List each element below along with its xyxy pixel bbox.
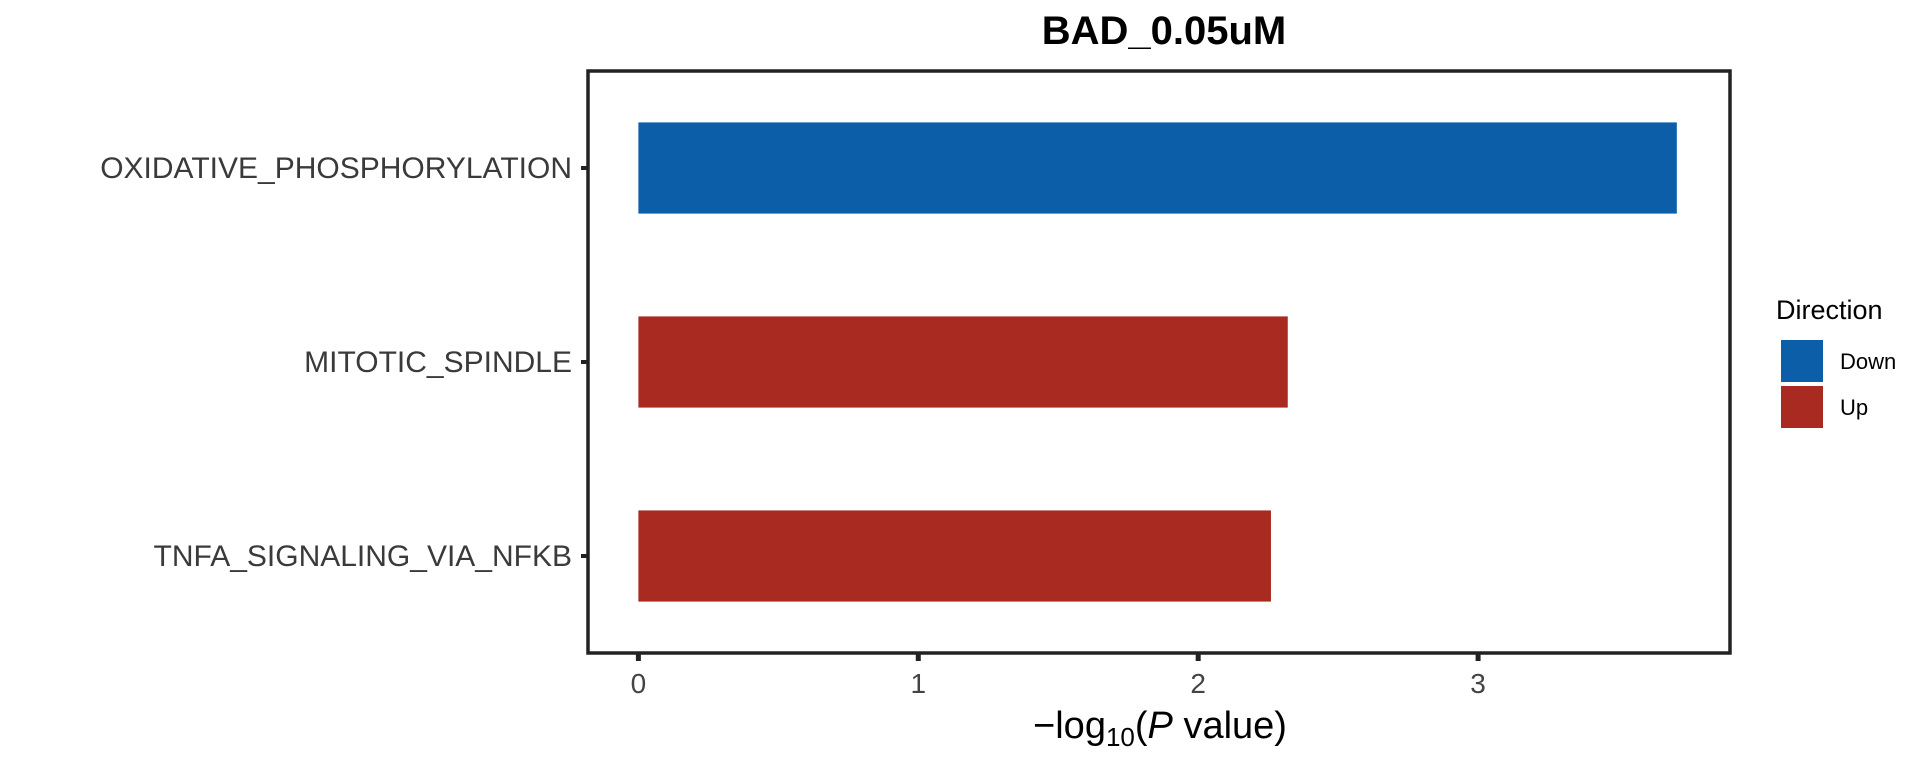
x-tick-label: 3 [1470, 668, 1486, 699]
bar [638, 316, 1288, 408]
chart-title: BAD_0.05uM [1042, 9, 1287, 53]
legend-swatch [1781, 386, 1823, 428]
legend-label: Down [1840, 349, 1896, 374]
legend-label: Up [1840, 395, 1868, 420]
legend-entries: Down Up [1781, 340, 1896, 428]
y-tick-label: OXIDATIVE_PHOSPHORYLATION [100, 152, 572, 185]
bars-layer [638, 122, 1677, 602]
bar [638, 510, 1271, 602]
x-axis-title-suffix: value) [1173, 705, 1287, 747]
x-tick-label: 0 [631, 668, 647, 699]
y-tick-label: TNFA_SIGNALING_VIA_NFKB [154, 540, 572, 573]
legend-swatch [1781, 340, 1823, 382]
x-tick-label: 2 [1190, 668, 1206, 699]
x-axis-title-prefix: −log [1033, 705, 1106, 747]
y-tick-label: MITOTIC_SPINDLE [304, 346, 572, 379]
y-axis: OXIDATIVE_PHOSPHORYLATION MITOTIC_SPINDLE… [100, 152, 588, 573]
bar [638, 122, 1677, 214]
legend: Direction Down Up [1776, 295, 1896, 428]
x-axis-title-open: ( [1135, 705, 1148, 747]
x-axis-title-subscript: 10 [1106, 722, 1135, 752]
x-axis: 0 1 2 3 [631, 653, 1486, 699]
x-axis-title: −log10(P value) [1033, 705, 1287, 752]
x-tick-label: 1 [910, 668, 926, 699]
x-axis-title-italic: P [1148, 705, 1174, 747]
legend-title: Direction [1776, 295, 1883, 325]
